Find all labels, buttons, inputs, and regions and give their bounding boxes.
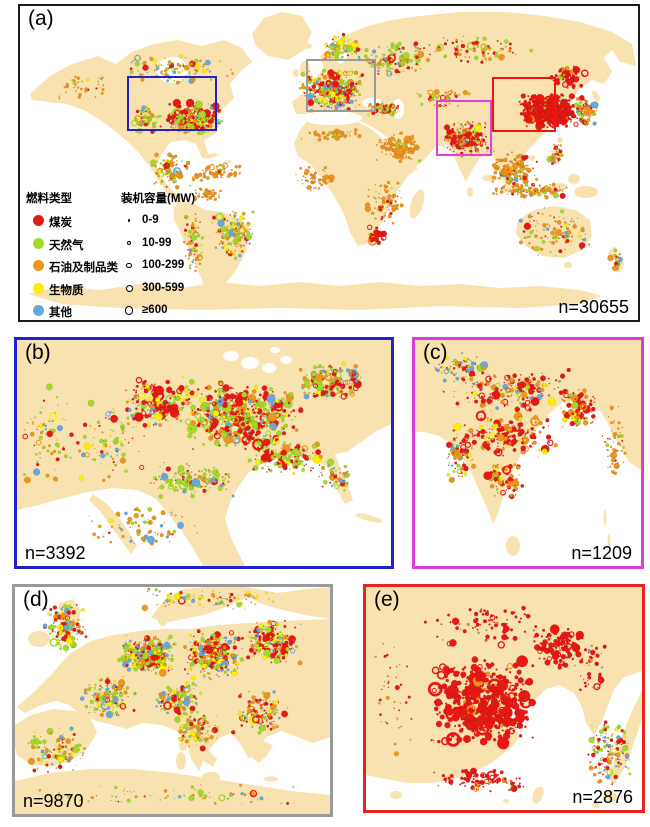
count-label-e: n=2876 [572,787,633,807]
legend-size-label: 10-99 [142,236,172,249]
count-label-d: n=9870 [23,791,84,811]
europe-map-svg [15,587,330,814]
count-label-c: n=1209 [571,543,632,563]
dots-layer [22,361,362,546]
panel-e-china-map: (e) n=2876 [363,584,645,813]
panel-label-e: (e) [374,588,400,611]
dots-layer [434,352,627,500]
panel-d-europe-map: (d) n=9870 [12,584,333,817]
panel-c-india-map: (c) n=1209 [412,337,644,569]
us-map-svg [17,340,391,566]
legend-size-label: 300-599 [142,281,185,294]
panel-a-world-map: (a) n=30655 燃料类型 装机容量(MW) 煤炭 0-9 天然气 10-… [18,4,640,322]
panel-label-d: (d) [23,588,49,611]
legend-fuel-label: 天然气 [49,239,84,252]
biomass-swatch [33,282,44,294]
dots-layer [27,587,303,805]
count-label-b: n=3392 [25,543,86,563]
legend-fuel-label: 煤炭 [49,217,72,229]
count-label-a: n=30655 [558,297,629,317]
size-circle [127,219,131,222]
inset-box-china [492,77,556,132]
legend-row: 石油及制品类 100-299 [26,259,231,274]
legend-fuel-label: 生物质 [49,284,84,297]
size-circle [127,241,131,245]
world-map-svg [28,12,636,310]
panel-label-a: (a) [28,7,54,30]
legend-row: 天然气 10-99 [26,237,231,252]
legend-size-label: ≥600 [142,304,168,316]
land-layer [17,340,391,566]
oil-swatch [33,260,44,271]
legend-fuel-label: 石油及制品类 [49,262,118,274]
inset-box-india [436,100,492,156]
legend-row: 其他 ≥600 [26,304,231,319]
legend-size-label: 100-299 [142,259,185,271]
legend-fuel-title: 燃料类型 [26,193,72,205]
dots-layer [58,31,623,273]
legend-size-label: 0-9 [142,214,159,226]
panel-b-us-map: (b) n=3392 [14,337,394,569]
panel-label-c: (c) [423,341,448,364]
size-circle [126,262,132,269]
great-lakes-layer [223,347,292,373]
size-circle [124,306,134,315]
legend-size-title: 装机容量(MW) [121,193,196,205]
other-swatch [33,305,44,316]
size-circle [125,284,133,292]
inset-box-europe [306,59,376,112]
baltic-layer [237,603,269,619]
gas-swatch [33,237,44,249]
india-map-svg [415,340,641,556]
panel-label-b: (b) [25,341,51,364]
legend-fuel-label: 其他 [49,307,72,319]
inset-box-us [127,76,217,131]
coal-swatch [33,215,44,226]
dots-layer [374,605,632,793]
legend-row: 煤炭 0-9 [26,214,231,229]
china-map-svg [366,587,642,808]
legend-row: 生物质 300-599 [26,282,231,297]
